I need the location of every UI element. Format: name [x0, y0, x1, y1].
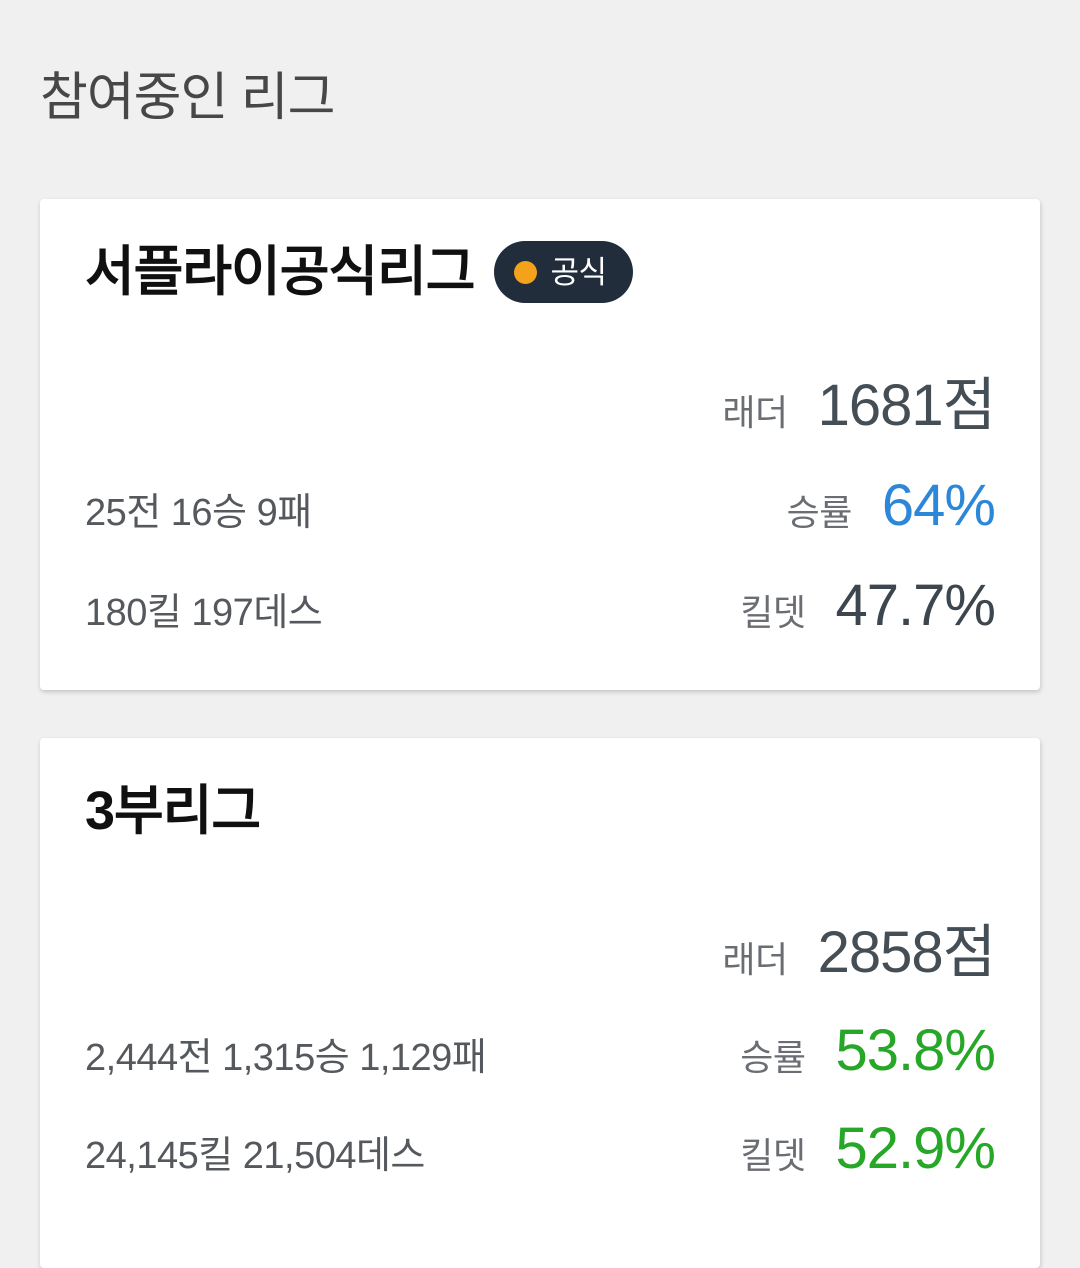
league-title: 서플라이공식리그 — [85, 242, 475, 303]
stat-label: 래더 — [722, 939, 788, 981]
stat-right: 킬뎃 47.7% — [740, 573, 996, 639]
page-title: 참여중인 리그 — [40, 69, 336, 127]
kd-value: 52.9% — [835, 1116, 996, 1182]
stat-right: 승률 53.8% — [740, 1018, 996, 1084]
ladder-points-value: 2858점 — [817, 920, 996, 986]
stat-label: 킬뎃 — [740, 1135, 806, 1177]
official-badge: 공식 — [494, 241, 633, 304]
stat-row-kd: 180킬 197데스 킬뎃 47.7% — [85, 573, 996, 639]
league-title: 3부리그 — [85, 781, 261, 842]
stat-label: 킬뎃 — [740, 592, 806, 634]
official-badge-label: 공식 — [550, 254, 607, 290]
record-text: 2,444전 1,315승 1,129패 — [85, 1037, 487, 1080]
kd-record-text: 180킬 197데스 — [85, 592, 323, 635]
stat-right: 승률 64% — [786, 473, 996, 539]
stat-row-winrate: 25전 16승 9패 승률 64% — [85, 473, 996, 539]
stat-row-winrate: 2,444전 1,315승 1,129패 승률 53.8% — [85, 1018, 996, 1084]
ladder-points-value: 1681점 — [817, 373, 996, 439]
record-text: 25전 16승 9패 — [85, 492, 312, 535]
card-title-row: 3부리그 — [85, 778, 995, 844]
winrate-value: 64% — [881, 473, 996, 539]
kd-value: 47.7% — [835, 573, 996, 639]
stat-row-ladder: 래더 1681점 — [85, 373, 996, 439]
winrate-value: 53.8% — [835, 1018, 996, 1084]
stats-list: 래더 1681점 25전 16승 9패 승률 64% 180킬 197데스 킬뎃… — [85, 373, 996, 639]
stat-right: 래더 1681점 — [722, 373, 996, 439]
stat-label: 승률 — [786, 492, 853, 534]
stat-label: 승률 — [740, 1037, 806, 1079]
badge-dot-icon — [514, 260, 538, 284]
kd-record-text: 24,145킬 21,504데스 — [85, 1135, 425, 1178]
stat-right: 킬뎃 52.9% — [740, 1116, 996, 1182]
card-title-row: 서플라이공식리그 공식 — [85, 239, 995, 305]
stat-row-ladder: 래더 2858점 — [85, 920, 996, 986]
league-card-division3[interactable]: 3부리그 래더 2858점 2,444전 1,315승 1,129패 승률 53… — [40, 738, 1040, 1268]
stat-label: 래더 — [722, 392, 788, 434]
league-card-supply-official[interactable]: 서플라이공식리그 공식 래더 1681점 25전 16승 9패 승률 64% — [40, 199, 1040, 691]
stat-row-kd: 24,145킬 21,504데스 킬뎃 52.9% — [85, 1116, 996, 1182]
stat-right: 래더 2858점 — [722, 920, 996, 986]
stats-list: 래더 2858점 2,444전 1,315승 1,129패 승률 53.8% 2… — [85, 920, 996, 1182]
